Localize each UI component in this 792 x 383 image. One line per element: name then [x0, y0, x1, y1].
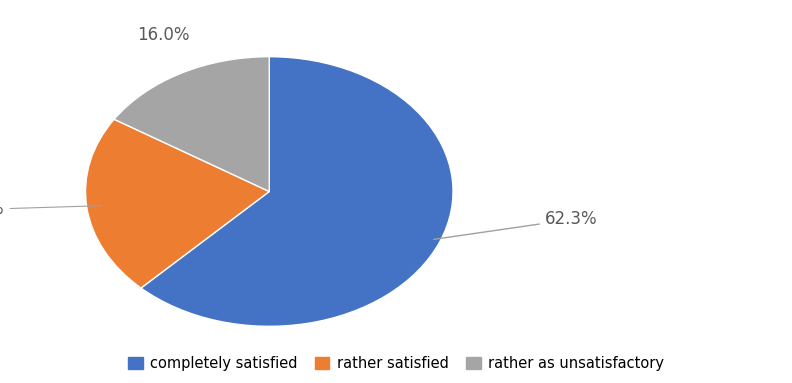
Wedge shape: [114, 57, 269, 192]
Text: 16.0%: 16.0%: [137, 26, 189, 44]
Text: 62.3%: 62.3%: [434, 210, 597, 239]
Wedge shape: [86, 119, 269, 288]
Text: 21.7%: 21.7%: [0, 200, 102, 218]
Legend: completely satisfied, rather satisfied, rather as unsatisfactory: completely satisfied, rather satisfied, …: [124, 352, 668, 376]
Wedge shape: [141, 57, 453, 326]
